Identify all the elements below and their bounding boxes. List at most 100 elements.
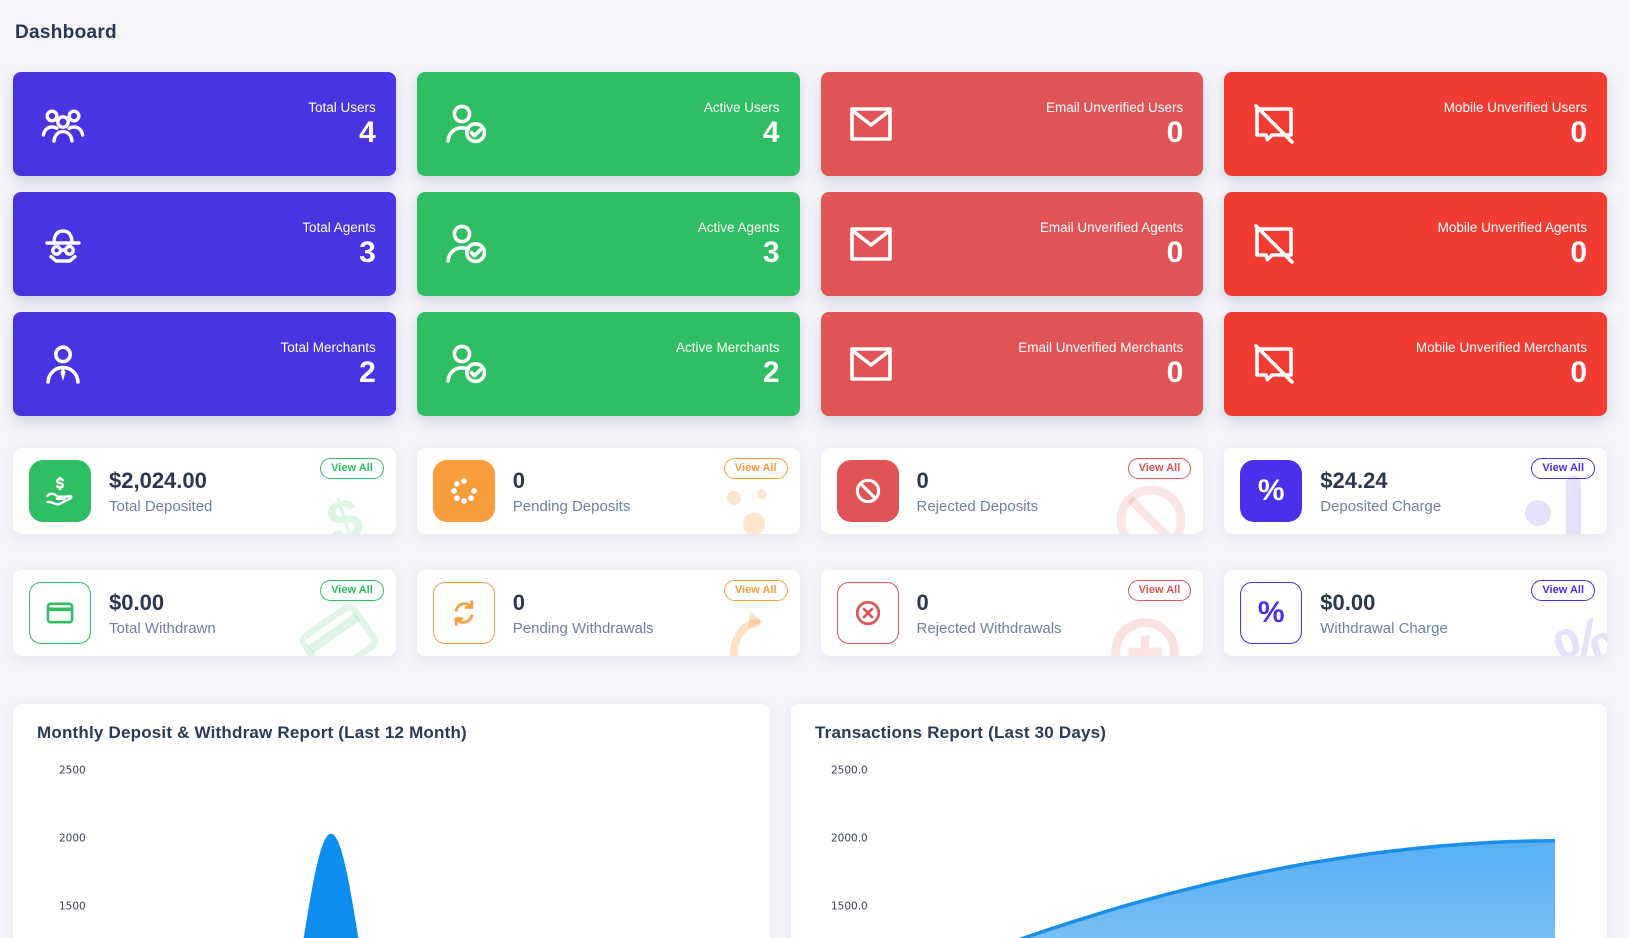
chart-title: Monthly Deposit & Withdraw Report (Last … [37,723,467,742]
stat-card-value: 4 [762,115,780,149]
summary-label: Pending Deposits [512,497,631,515]
stat-card-email-unverified-merchants[interactable]: Email Unverified Merchants 0 [820,312,1204,416]
refresh-icon [432,582,495,644]
summary-card-total-withdrawn: $0.00 Total Withdrawn View All [13,570,396,656]
spy-icon [39,220,87,268]
ban-icon [836,460,899,522]
stat-card-grid: Total Users 4 Active Users 4 Email Unverif… [13,72,1607,416]
stat-card-value: 4 [359,115,376,149]
percent-watermark-icon: % [1544,599,1607,656]
stat-card-mobile-unverified-merchants[interactable]: Mobile Unverified Merchants 0 [1224,312,1607,416]
summary-amount: $0.00 [1320,589,1376,615]
summary-card-rejected-withdrawals: 0 Rejected Withdrawals View All [820,570,1204,656]
charts-row: Monthly Deposit & Withdraw Report (Last … [13,704,1607,938]
transactions-chart: 2500.0 2000.0 1500.0 [831,765,1556,938]
view-all-button[interactable]: View All [320,580,384,601]
summary-amount: $0.00 [109,589,165,615]
svg-text:2500.0: 2500.0 [831,765,868,777]
stat-card-label: Email Unverified Merchants [1018,339,1184,355]
chat-slash-icon [1250,340,1298,388]
stat-card-value: 0 [1570,355,1587,389]
percent-icon: % [1240,582,1303,644]
bar-watermark-icon [1566,476,1581,534]
chart-title: Transactions Report (Last 30 Days) [815,723,1107,742]
stat-card-label: Email Unverified Agents [1039,219,1184,235]
stat-card-active-merchants[interactable]: Active Merchants 2 [416,312,800,416]
summary-card-withdrawal-charge: % $0.00 Withdrawal Charge View All % [1224,570,1607,656]
stat-card-value: 3 [359,235,376,269]
svg-text:1500.0: 1500.0 [831,901,868,913]
stat-card-mobile-unverified-agents[interactable]: Mobile Unverified Agents 0 [1224,192,1607,296]
chat-slash-icon [1250,220,1298,268]
view-all-button[interactable]: View All [320,458,384,479]
envelope-icon [847,340,895,388]
credit-card-icon [29,582,91,644]
ban-watermark-icon [1103,472,1199,534]
stat-card-label: Mobile Unverified Merchants [1415,339,1587,355]
summary-card-pending-deposits: 0 Pending Deposits View All [416,448,800,534]
circle-x-icon [836,582,899,644]
stat-card-mobile-unverified-users[interactable]: Mobile Unverified Users 0 [1224,72,1607,176]
percent-icon: % [1240,460,1303,522]
stat-card-value: 0 [1570,235,1587,269]
stat-card-value: 2 [359,355,376,389]
summary-label: Rejected Deposits [916,497,1039,515]
stat-card-label: Total Users [308,99,376,115]
summary-amount: 0 [916,589,929,615]
view-all-button[interactable]: View All [723,458,788,479]
stat-card-email-unverified-agents[interactable]: Email Unverified Agents 0 [820,192,1204,296]
envelope-icon [847,100,895,148]
stat-card-value: 3 [762,235,780,269]
summary-label: Pending Withdrawals [512,619,654,637]
users-icon [39,100,87,148]
stat-card-value: 0 [1166,235,1184,269]
svg-text:2000.0: 2000.0 [831,833,868,845]
stat-card-active-users[interactable]: Active Users 4 [416,72,800,176]
plus-circle-watermark-icon [1101,608,1189,656]
user-check-icon [443,340,491,388]
summary-card-grid: $2,024.00 Total Deposited View All $ 0 P… [13,448,1607,656]
stat-card-value: 0 [1166,355,1184,389]
stat-card-label: Email Unverified Users [1045,99,1184,115]
summary-amount: 0 [512,589,525,615]
summary-card-total-deposited: $2,024.00 Total Deposited View All $ [13,448,396,534]
stat-card-active-agents[interactable]: Active Agents 3 [416,192,800,296]
summary-amount: 0 [512,467,525,493]
summary-label: Total Withdrawn [109,619,216,637]
stat-card-total-merchants[interactable]: Total Merchants 2 [13,312,396,416]
stat-card-label: Active Users [703,99,780,115]
dashboard-page: Dashboard Total Users 4 Active Users 4 Ema… [0,22,1629,938]
stat-card-label: Active Agents [697,219,780,235]
svg-text:1500: 1500 [59,901,86,913]
envelope-icon [847,220,895,268]
summary-card-rejected-deposits: 0 Rejected Deposits View All [820,448,1204,534]
spinner-icon [432,460,495,522]
summary-amount: 0 [916,467,929,493]
view-all-button[interactable]: View All [1127,580,1192,601]
summary-amount: $24.24 [1320,467,1388,493]
stat-card-total-users[interactable]: Total Users 4 [13,72,396,176]
curve-arrow-watermark-icon [726,604,770,656]
stat-card-label: Total Agents [302,219,376,235]
summary-label: Deposited Charge [1320,497,1442,515]
view-all-button[interactable]: View All [1531,458,1595,479]
svg-text:2000: 2000 [59,833,86,845]
user-tie-icon [39,340,87,388]
summary-label: Withdrawal Charge [1320,619,1448,637]
stat-card-value: 0 [1166,115,1184,149]
stat-card-value: 2 [762,355,780,389]
stat-card-label: Mobile Unverified Users [1443,99,1587,115]
view-all-button[interactable]: View All [1531,580,1595,601]
view-all-button[interactable]: View All [723,580,788,601]
summary-label: Rejected Withdrawals [916,619,1062,637]
transactions-report-card: Transactions Report (Last 30 Days) 2500.… [791,704,1607,938]
summary-card-deposited-charge: % $24.24 Deposited Charge View All [1224,448,1607,534]
stat-card-total-agents[interactable]: Total Agents 3 [13,192,396,296]
stat-card-label: Active Merchants [675,339,780,355]
view-all-button[interactable]: View All [1127,458,1192,479]
dollar-watermark-icon: $ [320,484,371,534]
stat-card-value: 0 [1570,115,1587,149]
hand-dollar-icon [29,460,91,522]
dots-watermark-icon [726,489,767,534]
stat-card-email-unverified-users[interactable]: Email Unverified Users 0 [820,72,1204,176]
